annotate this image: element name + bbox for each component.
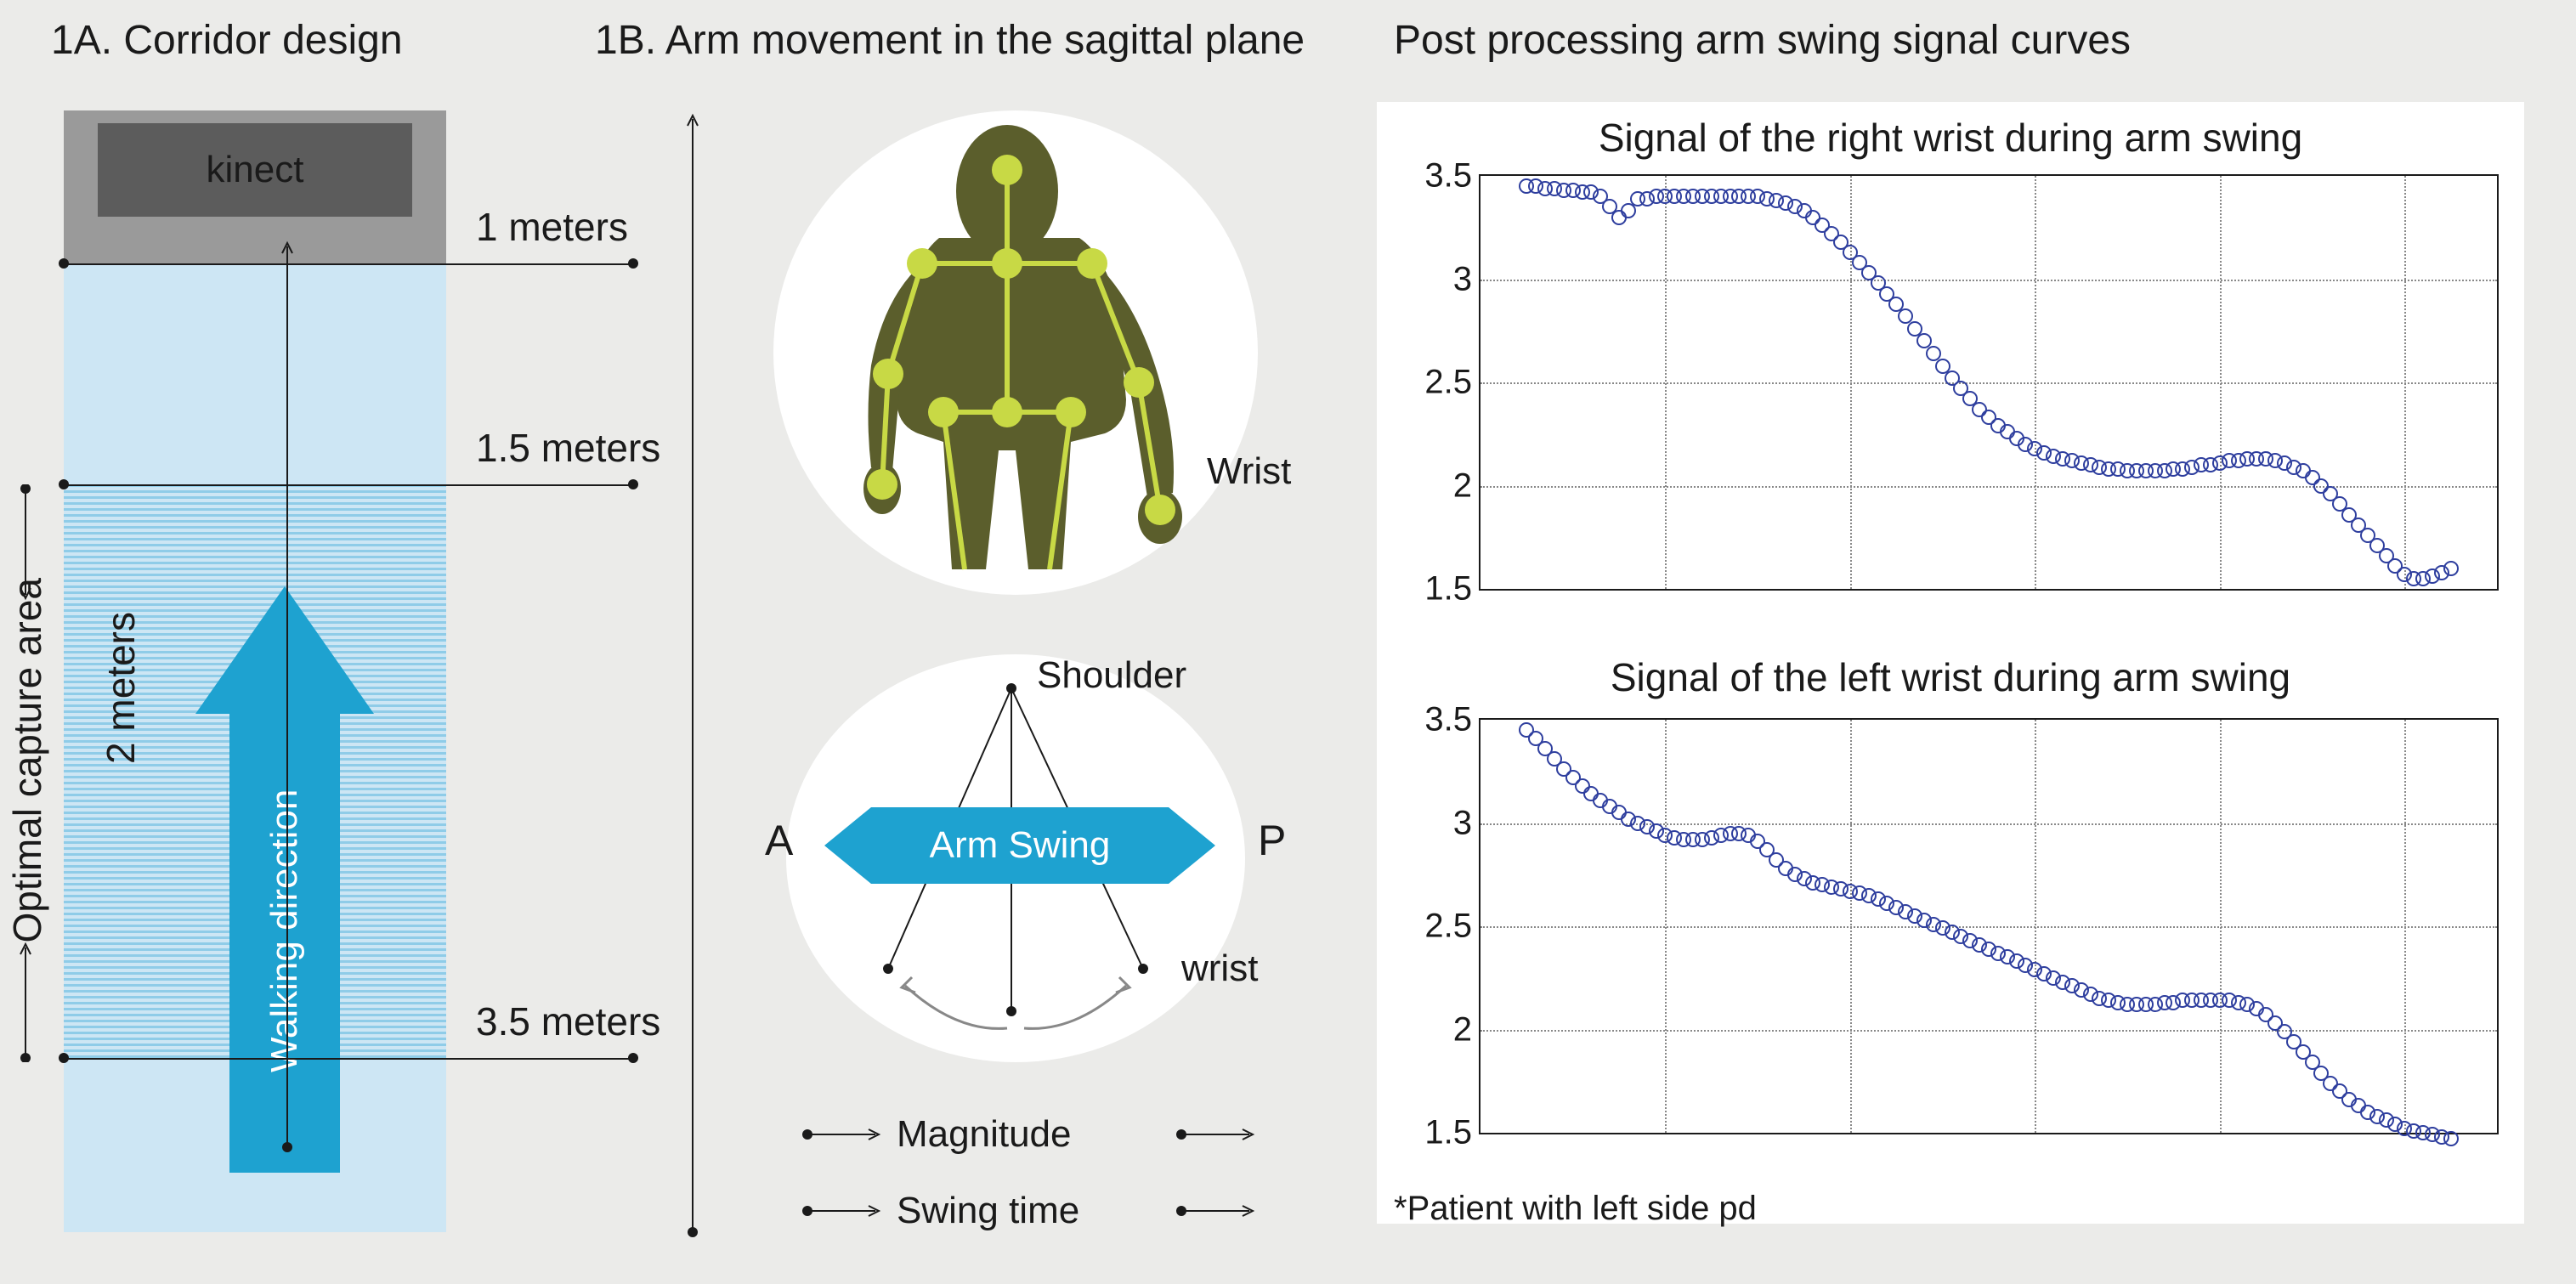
right-span-line xyxy=(684,110,701,1241)
dot xyxy=(59,479,69,489)
label-1m: 1 meters xyxy=(476,204,628,250)
label-1.5m: 1.5 meters xyxy=(476,425,660,471)
data-marker xyxy=(1621,203,1636,218)
kinect-sensor: kinect xyxy=(64,110,446,263)
gridline xyxy=(1480,382,2497,384)
gridline xyxy=(2035,176,2036,589)
gridline xyxy=(2220,176,2222,589)
dot xyxy=(628,258,638,269)
line-1m xyxy=(64,263,633,265)
wrist-label: Wrist xyxy=(1207,450,1291,493)
dot xyxy=(59,258,69,269)
gridline xyxy=(1480,1030,2497,1032)
shoulder-label: Shoulder xyxy=(1037,654,1186,697)
gridline xyxy=(2404,720,2406,1133)
joint-lhip xyxy=(928,397,959,427)
a-label: A xyxy=(765,816,793,865)
gridline xyxy=(1665,176,1667,589)
ytick-label: 3.5 xyxy=(1408,157,1472,195)
arm-swing-text: Arm Swing xyxy=(824,807,1215,884)
gridline xyxy=(1850,720,1852,1133)
joint-lshoulder xyxy=(907,248,937,279)
gridline xyxy=(2404,176,2406,589)
line-3.5m xyxy=(64,1058,633,1060)
dot xyxy=(59,1053,69,1063)
swingtime-label: Swing time xyxy=(897,1190,1079,1232)
data-marker xyxy=(2443,561,2459,576)
line-1.5m xyxy=(64,484,633,486)
gridline xyxy=(1480,486,2497,488)
joint-relbow xyxy=(1124,367,1154,398)
ytick-label: 1.5 xyxy=(1408,570,1472,608)
title-b: 1B. Arm movement in the sagittal plane xyxy=(595,17,1305,64)
title-a: 1A. Corridor design xyxy=(51,17,403,64)
p-label: P xyxy=(1258,816,1286,865)
label-optimal: Optimal capture area xyxy=(4,578,50,943)
title-c: Post processing arm swing signal curves xyxy=(1394,17,2131,64)
joint-rhip xyxy=(1056,397,1086,427)
ytick-label: 3 xyxy=(1408,260,1472,298)
ytick-label: 3.5 xyxy=(1408,701,1472,739)
body-circle xyxy=(773,110,1258,595)
chart-right-title: Signal of the right wrist during arm swi… xyxy=(1377,115,2524,161)
kinect-label: kinect xyxy=(98,123,412,217)
arm-swing-banner: Arm Swing xyxy=(824,807,1215,884)
gridline xyxy=(1480,926,2497,928)
chart-area: Signal of the right wrist during arm swi… xyxy=(1377,102,2524,1224)
joint-lwrist xyxy=(867,469,897,500)
ytick-label: 2.5 xyxy=(1408,908,1472,946)
dot xyxy=(628,479,638,489)
chart-left-title: Signal of the left wrist during arm swin… xyxy=(1377,654,2524,700)
magnitude-label: Magnitude xyxy=(897,1113,1071,1156)
ytick-label: 2 xyxy=(1408,467,1472,505)
wrist2-label: wrist xyxy=(1181,947,1258,990)
gridline xyxy=(1480,280,2497,281)
gridline xyxy=(1665,720,1667,1133)
gridline xyxy=(2220,720,2222,1133)
joint-head xyxy=(992,155,1022,185)
ytick-label: 1.5 xyxy=(1408,1114,1472,1152)
joint-lelbow xyxy=(873,359,903,389)
center-arrow xyxy=(279,238,296,1156)
ytick-label: 2.5 xyxy=(1408,364,1472,402)
footnote: *Patient with left side pd xyxy=(1394,1190,1757,1228)
label-3.5m: 3.5 meters xyxy=(476,998,660,1044)
joint-spine xyxy=(992,397,1022,427)
joint-rwrist xyxy=(1145,495,1175,525)
joint-rshoulder xyxy=(1077,248,1107,279)
axes-right: 1.522.533.5 xyxy=(1479,174,2499,591)
ytick-label: 2 xyxy=(1408,1010,1472,1049)
ytick-label: 3 xyxy=(1408,804,1472,842)
body-silhouette xyxy=(773,110,1258,595)
gridline xyxy=(1850,176,1852,589)
data-marker xyxy=(2443,1131,2459,1146)
gridline xyxy=(2035,720,2036,1133)
axes-left: 1.522.533.5 xyxy=(1479,718,2499,1134)
label-2m: 2 meters xyxy=(98,612,144,764)
joint-neck xyxy=(992,248,1022,279)
dot xyxy=(628,1053,638,1063)
